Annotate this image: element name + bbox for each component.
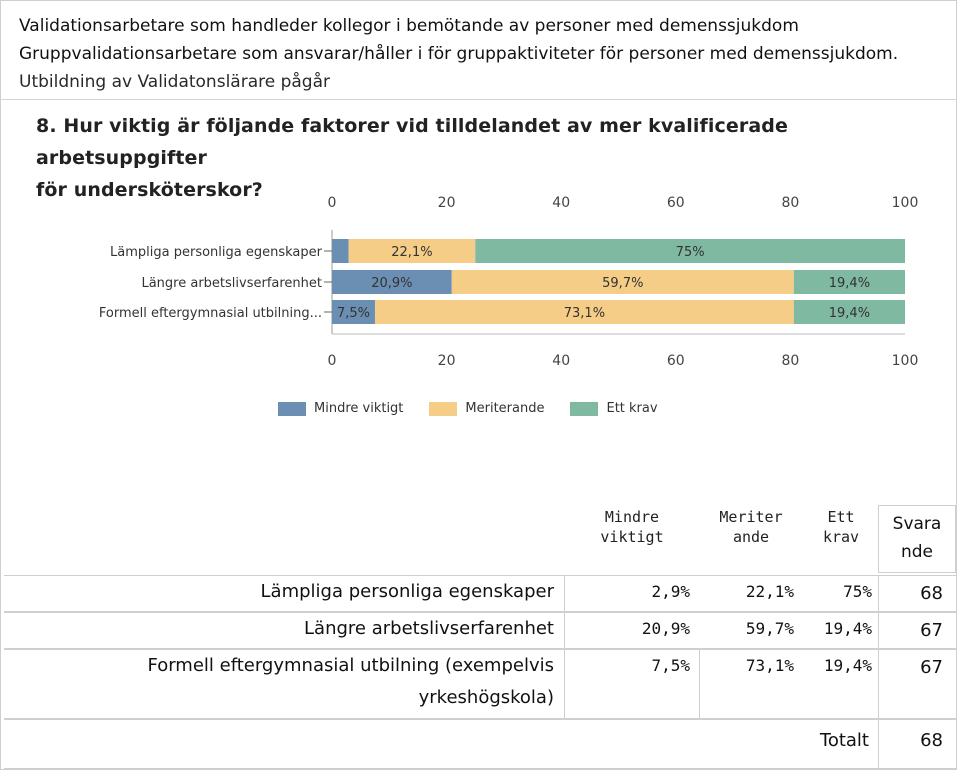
legend-label: Meriterande: [465, 401, 545, 416]
question-line-2: för undersköterskor?: [36, 179, 263, 201]
row-value-meriterande: 59,7%: [745, 619, 794, 638]
data-label: 22,1%: [391, 245, 432, 260]
cell-divider: [699, 650, 700, 718]
table-row: Lämpliga personliga egenskaper 2,9% 22,1…: [4, 575, 957, 612]
data-label: 7,5%: [337, 306, 370, 321]
intro-text: Validationsarbetare som handleder kolleg…: [19, 12, 898, 96]
row-label: Formell eftergymnasial utbilning (exempe…: [4, 650, 565, 718]
header-svarande: Svara nde: [878, 505, 956, 573]
x-tick-label-bottom: 100: [892, 353, 919, 369]
bar-segment: [374, 300, 794, 324]
row-value-mindre: 20,9%: [641, 619, 690, 638]
stacked-bar-chart: 0 0 20 20 40 40 60 60 80 80 100 100 Lämpliga personl…: [99, 195, 919, 369]
row-svarande: 67: [878, 650, 957, 718]
legend-item: Ett krav: [570, 401, 658, 416]
x-tick-label-bottom: 60: [667, 353, 685, 369]
legend-swatch: [429, 401, 458, 416]
intro-line-1: Validationsarbetare som handleder kolleg…: [19, 16, 799, 36]
legend-swatch: [278, 401, 306, 416]
bar-segment: [475, 239, 905, 263]
bar-segment: [332, 300, 375, 324]
x-tick-label-top: 80: [781, 195, 799, 211]
bar-segment: [332, 270, 452, 294]
row-value-krav: 19,4%: [823, 619, 872, 638]
x-tick-label-top: 20: [438, 195, 456, 211]
question-line-1: 8. Hur viktig är följande faktorer vid t…: [36, 115, 788, 169]
x-tick-label-bottom: 80: [781, 353, 799, 369]
data-label: 75%: [676, 245, 705, 260]
table-row: Formell eftergymnasial utbilning (exempe…: [4, 649, 957, 719]
category-label: Formell eftergymnasial utbilning...: [99, 306, 322, 321]
header-ett-krav: Ett krav: [822, 508, 860, 546]
legend-item: Mindre viktigt: [278, 401, 403, 416]
bar-segment: [793, 270, 905, 294]
bar-segment: [332, 239, 349, 263]
data-label: 20,9%: [371, 276, 412, 291]
header-meriterande: Meriter ande: [719, 508, 783, 546]
total-label: Totalt: [819, 730, 869, 751]
data-label: 73,1%: [564, 306, 605, 321]
row-value-krav: 75%: [843, 582, 872, 601]
chart-legend: Mindre viktigt Meriterande Ett krav: [278, 401, 684, 416]
x-tick-label-bottom: 20: [438, 353, 456, 369]
intro-line-2: Gruppvalidationsarbetare som ansvarar/hå…: [19, 44, 899, 64]
intro-line-3: Utbildning av Validatonslärare pågår: [19, 72, 330, 92]
legend-item: Meriterande: [429, 401, 544, 416]
row-label: Längre arbetslivserfarenhet: [4, 613, 565, 648]
category-label: Lämpliga personliga egenskaper: [110, 245, 323, 260]
x-tick-label-top: 40: [552, 195, 570, 211]
x-tick-label-top: 0: [328, 195, 337, 211]
table-row: Längre arbetslivserfarenhet 20,9% 59,7% …: [4, 612, 957, 649]
data-label: 19,4%: [829, 276, 870, 291]
row-value-krav: 19,4%: [823, 656, 872, 675]
legend-label: Ett krav: [606, 401, 658, 416]
row-value-mindre: 7,5%: [651, 656, 690, 675]
category-label: Längre arbetslivserfarenhet: [141, 276, 322, 291]
row-label: Lämpliga personliga egenskaper: [4, 576, 565, 611]
bar-segment: [451, 270, 794, 294]
total-row: Totalt 68: [4, 719, 957, 769]
x-tick-label-top: 100: [892, 195, 919, 211]
bar-segment: [348, 239, 476, 263]
data-label: 59,7%: [602, 276, 643, 291]
divider: [0, 99, 957, 100]
legend-label: Mindre viktigt: [314, 401, 404, 416]
legend-swatch: [570, 401, 599, 416]
total-value: 68: [878, 720, 957, 768]
row-value-mindre: 2,9%: [651, 582, 690, 601]
data-label: 19,4%: [829, 306, 870, 321]
x-tick-label-bottom: 0: [328, 353, 337, 369]
row-svarande: 68: [878, 576, 957, 611]
row-value-meriterande: 22,1%: [745, 582, 794, 601]
x-tick-label-bottom: 40: [552, 353, 570, 369]
bar-segment: [793, 300, 905, 324]
question-title: 8. Hur viktig är följande faktorer vid t…: [36, 110, 936, 206]
x-tick-label-top: 60: [667, 195, 685, 211]
header-mindre-viktigt: Mindre viktigt: [600, 508, 664, 546]
row-value-meriterande: 73,1%: [745, 656, 794, 675]
row-svarande: 67: [878, 613, 957, 648]
